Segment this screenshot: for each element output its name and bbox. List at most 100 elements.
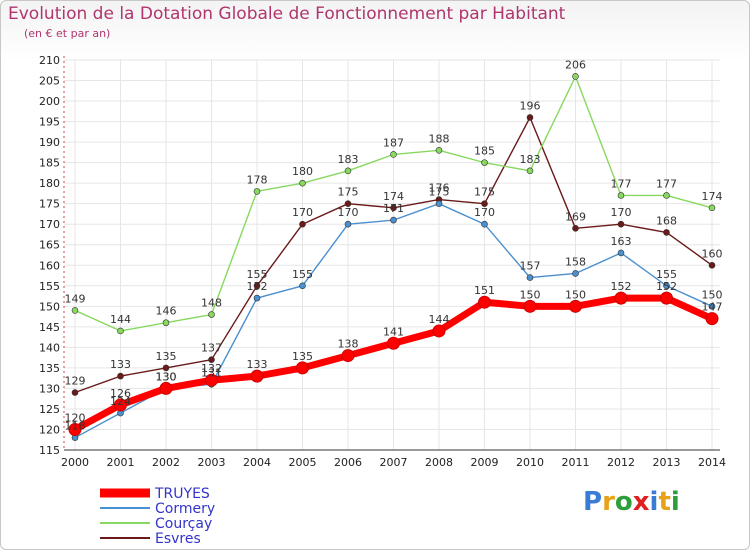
data-point <box>435 147 443 154</box>
data-point <box>708 303 716 310</box>
y-tick-label: 125 <box>39 403 60 416</box>
data-label: 158 <box>565 255 586 268</box>
legend-label: Cormery <box>155 501 215 517</box>
data-point <box>663 192 670 199</box>
data-label: 196 <box>520 99 541 112</box>
data-label: 155 <box>656 268 677 281</box>
data-label: 146 <box>156 305 177 318</box>
data-label: 171 <box>383 202 404 215</box>
data-label: 147 <box>702 301 723 314</box>
data-point <box>205 373 218 387</box>
data-point <box>253 188 261 195</box>
x-tick-label: 2000 <box>61 456 89 469</box>
x-tick-label: 2002 <box>152 456 180 469</box>
x-tick-label: 2012 <box>607 456 635 469</box>
legend-label: Esvres <box>155 531 201 547</box>
data-label: 170 <box>338 206 359 219</box>
data-point <box>162 364 170 372</box>
data-point <box>114 398 127 412</box>
x-tick-label: 2003 <box>198 456 226 469</box>
data-label: 137 <box>201 342 222 355</box>
data-point <box>481 220 488 228</box>
data-point <box>708 261 716 269</box>
data-point <box>617 249 625 257</box>
data-label: 183 <box>338 153 359 166</box>
data-point <box>572 270 579 277</box>
data-label: 176 <box>429 182 450 195</box>
y-tick-label: 150 <box>39 300 60 313</box>
y-tick-label: 155 <box>39 280 60 293</box>
data-point <box>390 216 397 224</box>
data-label: 155 <box>292 268 313 281</box>
x-tick-label: 2010 <box>516 456 544 469</box>
chart-title: Evolution de la Dotation Globale de Fonc… <box>8 4 566 24</box>
x-tick-label: 2008 <box>425 456 453 469</box>
data-point <box>299 220 306 228</box>
y-tick-label: 130 <box>39 382 60 395</box>
data-label: 141 <box>383 325 404 338</box>
data-label: 150 <box>702 288 723 301</box>
data-label: 152 <box>611 280 632 293</box>
data-point <box>299 179 306 187</box>
data-label: 151 <box>474 284 495 297</box>
data-label: 188 <box>429 132 450 145</box>
data-label: 148 <box>201 297 222 310</box>
data-label: 152 <box>656 280 677 293</box>
data-label: 187 <box>383 136 404 149</box>
data-point <box>344 167 352 175</box>
data-label: 120 <box>65 411 86 424</box>
data-point <box>208 311 215 318</box>
data-label: 133 <box>247 358 268 371</box>
data-point <box>481 200 488 207</box>
data-point <box>208 356 215 363</box>
data-point <box>296 361 309 375</box>
data-label: 206 <box>565 58 586 71</box>
data-label: 174 <box>702 190 723 203</box>
data-label: 174 <box>383 190 404 203</box>
data-label: 177 <box>611 177 632 190</box>
data-label: 177 <box>656 177 677 190</box>
data-label: 170 <box>611 206 632 219</box>
legend-label: TRUYES <box>154 486 210 502</box>
data-label: 163 <box>611 235 632 248</box>
y-tick-label: 175 <box>39 198 60 211</box>
data-label: 144 <box>110 313 131 326</box>
data-label: 180 <box>292 165 313 178</box>
y-tick-label: 190 <box>39 136 60 149</box>
data-label: 149 <box>65 292 86 305</box>
data-point <box>617 192 625 199</box>
y-tick-label: 210 <box>39 54 60 67</box>
data-label: 168 <box>656 214 677 227</box>
data-label: 130 <box>156 370 177 383</box>
data-point <box>117 372 124 380</box>
data-point <box>523 299 537 313</box>
data-point <box>344 200 352 207</box>
data-label: 135 <box>156 350 177 363</box>
y-tick-label: 195 <box>39 116 60 129</box>
legend-label: Courçay <box>155 516 212 532</box>
data-label: 132 <box>201 362 222 375</box>
data-label: 129 <box>65 375 86 388</box>
data-label: 135 <box>292 350 313 363</box>
y-tick-label: 185 <box>39 157 60 170</box>
data-point <box>572 225 579 232</box>
data-label: 150 <box>520 288 541 301</box>
data-point <box>390 204 397 212</box>
data-point <box>341 349 355 363</box>
data-point <box>253 294 261 302</box>
y-tick-label: 115 <box>39 444 60 457</box>
data-point <box>71 389 79 396</box>
x-tick-label: 2006 <box>334 456 362 469</box>
data-point <box>344 220 352 228</box>
y-tick-label: 200 <box>39 95 60 108</box>
y-tick-label: 140 <box>39 341 60 354</box>
data-label: 169 <box>565 210 586 223</box>
data-point <box>526 167 534 175</box>
proxiti-logo: Proxiti <box>583 487 680 517</box>
data-point <box>299 282 306 290</box>
data-label: 144 <box>429 313 450 326</box>
x-tick-label: 2009 <box>471 456 499 469</box>
data-label: 178 <box>247 173 268 186</box>
data-label: 152 <box>247 280 268 293</box>
data-point <box>526 114 534 121</box>
